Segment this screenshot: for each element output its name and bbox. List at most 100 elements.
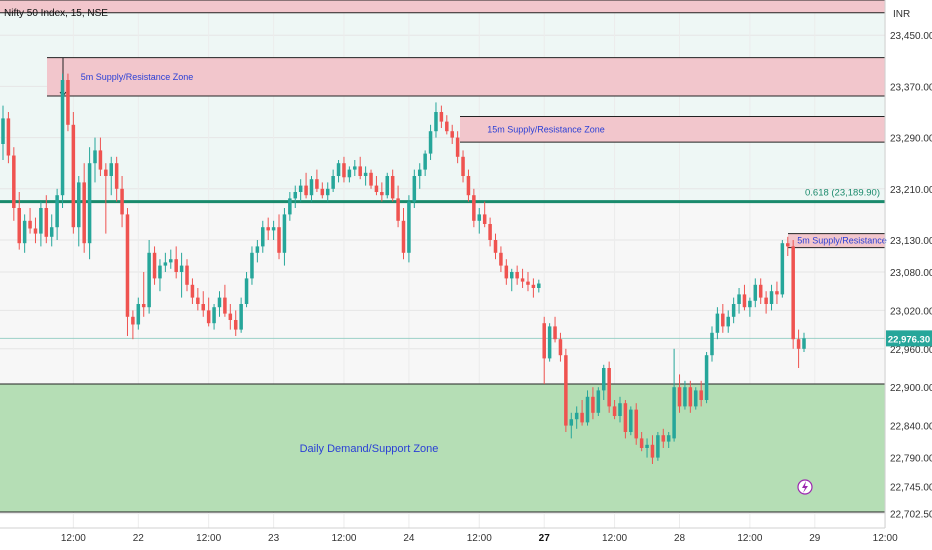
- candle[interactable]: [639, 432, 644, 452]
- candle[interactable]: [152, 246, 157, 285]
- candle[interactable]: [261, 220, 265, 253]
- candle[interactable]: [493, 233, 498, 260]
- candle[interactable]: [477, 208, 482, 234]
- candle[interactable]: [201, 291, 206, 317]
- candle[interactable]: [217, 291, 222, 317]
- candle[interactable]: [114, 156, 119, 202]
- candle[interactable]: [288, 192, 292, 221]
- candle[interactable]: [136, 297, 141, 330]
- candle[interactable]: [174, 246, 178, 279]
- candle[interactable]: [179, 252, 184, 298]
- candle[interactable]: [353, 160, 357, 176]
- candle[interactable]: [721, 304, 725, 333]
- candle[interactable]: [482, 201, 487, 228]
- candle[interactable]: [44, 195, 49, 244]
- candle[interactable]: [12, 147, 16, 221]
- candle[interactable]: [683, 380, 687, 410]
- candle[interactable]: [342, 156, 346, 183]
- candle[interactable]: [661, 428, 666, 448]
- candle[interactable]: [277, 214, 281, 260]
- candle[interactable]: [753, 278, 758, 308]
- candle[interactable]: [282, 208, 287, 266]
- candle[interactable]: [737, 288, 741, 314]
- candle[interactable]: [223, 284, 227, 317]
- candle[interactable]: [537, 279, 541, 293]
- candle[interactable]: [786, 236, 790, 256]
- candle[interactable]: [82, 163, 86, 253]
- candle[interactable]: [677, 374, 682, 413]
- candle[interactable]: [228, 304, 233, 330]
- candle[interactable]: [363, 166, 368, 186]
- candle[interactable]: [796, 329, 801, 368]
- candle[interactable]: [331, 169, 335, 192]
- candle[interactable]: [650, 435, 655, 464]
- candle[interactable]: [504, 259, 509, 285]
- candle[interactable]: [726, 310, 730, 333]
- candle[interactable]: [206, 297, 211, 327]
- candle[interactable]: [580, 400, 584, 426]
- candle[interactable]: [304, 172, 308, 199]
- resistance-zone[interactable]: [0, 0, 885, 13]
- candle[interactable]: [591, 387, 595, 420]
- candle[interactable]: [531, 278, 536, 298]
- support-zone[interactable]: [0, 384, 885, 512]
- candle[interactable]: [688, 380, 693, 413]
- candle[interactable]: [185, 259, 189, 292]
- candle[interactable]: [87, 147, 92, 260]
- candle[interactable]: [547, 323, 552, 362]
- candle[interactable]: [396, 185, 400, 228]
- candle[interactable]: [472, 188, 476, 228]
- candle[interactable]: [125, 208, 130, 336]
- candle[interactable]: [780, 240, 785, 298]
- candle[interactable]: [17, 192, 21, 250]
- candle[interactable]: [293, 185, 298, 208]
- candle[interactable]: [758, 278, 763, 304]
- candle[interactable]: [380, 182, 384, 202]
- candle[interactable]: [250, 246, 254, 285]
- candle[interactable]: [358, 156, 362, 180]
- candle[interactable]: [612, 400, 617, 420]
- candle[interactable]: [385, 172, 390, 199]
- candle[interactable]: [39, 201, 43, 247]
- candle[interactable]: [196, 288, 200, 311]
- candle[interactable]: [266, 217, 270, 240]
- candle[interactable]: [120, 176, 124, 228]
- candle[interactable]: [488, 217, 492, 247]
- candle[interactable]: [93, 137, 97, 183]
- candle[interactable]: [131, 310, 135, 340]
- candle[interactable]: [601, 364, 606, 400]
- candle[interactable]: [434, 102, 438, 138]
- candle[interactable]: [553, 316, 557, 343]
- candle[interactable]: [439, 105, 444, 128]
- candle[interactable]: [374, 176, 379, 196]
- candle[interactable]: [526, 272, 530, 292]
- candle[interactable]: [634, 403, 638, 445]
- candle[interactable]: [417, 163, 422, 189]
- lightning-icon[interactable]: [797, 479, 813, 495]
- candle[interactable]: [336, 160, 341, 183]
- candle[interactable]: [390, 169, 395, 202]
- candle[interactable]: [629, 406, 633, 436]
- candle[interactable]: [450, 124, 454, 144]
- candle[interactable]: [666, 432, 671, 448]
- candle[interactable]: [596, 387, 601, 416]
- candle[interactable]: [315, 169, 319, 192]
- candle[interactable]: [169, 249, 173, 269]
- candle[interactable]: [704, 352, 709, 404]
- candle[interactable]: [656, 432, 660, 461]
- candle[interactable]: [509, 268, 514, 292]
- candle[interactable]: [28, 208, 32, 234]
- candle[interactable]: [71, 112, 76, 234]
- candle[interactable]: [764, 291, 768, 314]
- candle[interactable]: [6, 112, 11, 164]
- candle[interactable]: [298, 179, 303, 202]
- candle[interactable]: [520, 268, 525, 288]
- candle[interactable]: [271, 220, 276, 240]
- candle[interactable]: [369, 169, 373, 189]
- candle[interactable]: [49, 214, 54, 247]
- candle[interactable]: [699, 380, 703, 407]
- candle[interactable]: [775, 281, 779, 304]
- candle[interactable]: [558, 332, 563, 362]
- candle[interactable]: [672, 348, 676, 442]
